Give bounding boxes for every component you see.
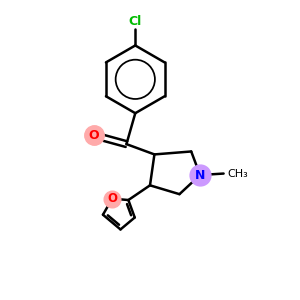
Text: CH₃: CH₃ (227, 169, 248, 178)
Text: N: N (195, 169, 205, 182)
Text: O: O (107, 192, 117, 205)
Text: Cl: Cl (129, 15, 142, 28)
Text: O: O (89, 129, 99, 142)
